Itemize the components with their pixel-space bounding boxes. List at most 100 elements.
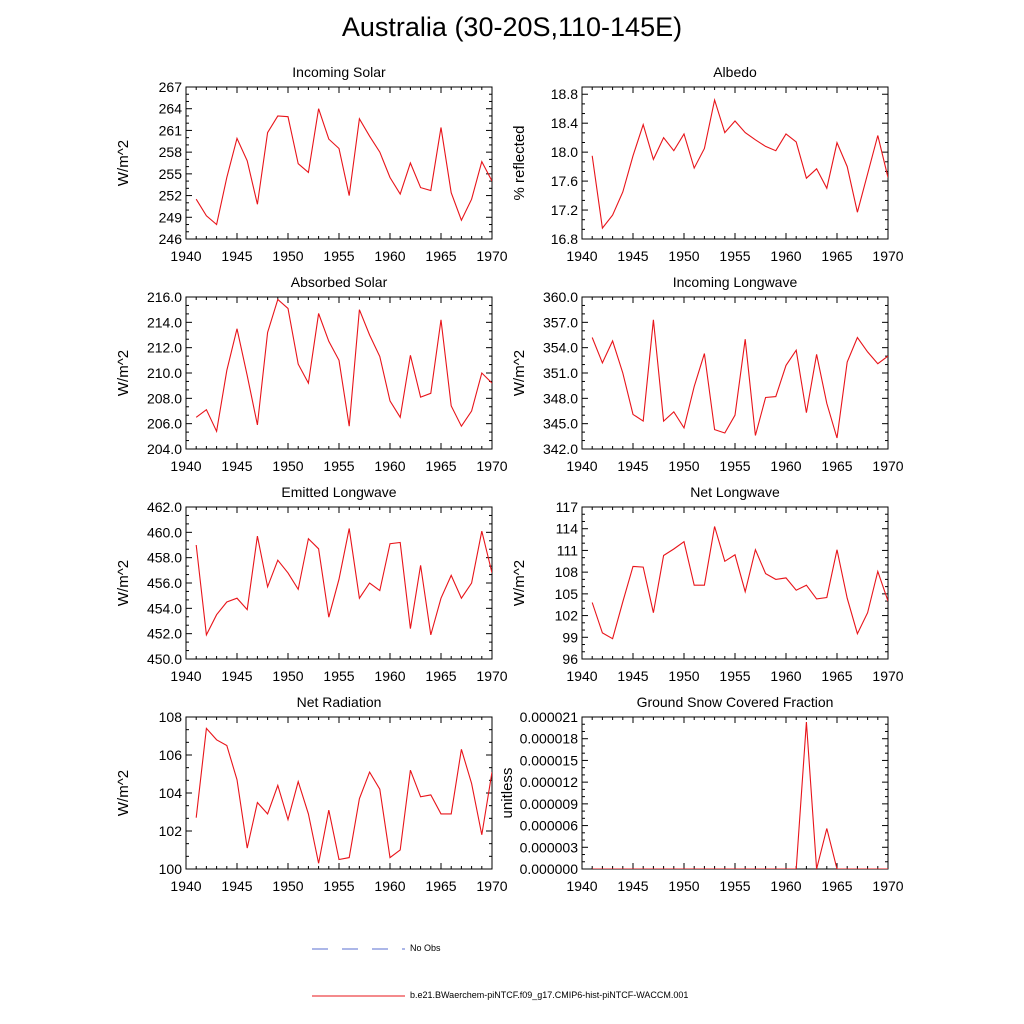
y-tick-label: 249 [159,209,183,225]
x-tick-label: 1945 [221,668,252,684]
x-tick-label: 1960 [374,878,405,894]
panel-5: 1940 1945 1950 1955 1960 1965 1970 450.0 452.0 45… [115,484,508,684]
y-tick-label: 17.2 [551,202,578,218]
y-tick-label: 212.0 [147,340,182,356]
y-tick-label: 108 [555,564,579,580]
x-tick-label: 1950 [272,878,303,894]
figure-title: Australia (30-20S,110-145E) [341,12,683,42]
x-tick-label: 1955 [323,458,354,474]
y-tick-label: 345.0 [543,416,578,432]
x-tick-label: 1940 [566,878,597,894]
panel-title: Incoming Longwave [673,274,798,290]
y-axis-label: % reflected [511,125,528,200]
y-tick-label: 452.0 [147,626,182,642]
x-tick-label: 1970 [872,458,903,474]
panel-title: Net Longwave [690,484,780,500]
x-tick-label: 1940 [566,458,597,474]
y-tick-label: 102 [159,823,183,839]
y-tick-label: 210.0 [147,365,182,381]
y-tick-label: 462.0 [147,499,182,515]
series-line [195,528,492,637]
y-tick-label: 17.6 [551,173,578,189]
x-tick-label: 1940 [170,458,201,474]
y-tick-label: 252 [159,188,183,204]
x-tick-label: 1970 [476,668,507,684]
y-axis-label: W/m^2 [115,560,132,606]
y-tick-label: 456.0 [147,575,182,591]
y-tick-label: 100 [159,861,183,877]
x-tick-label: 1940 [566,248,597,264]
y-tick-label: 460.0 [147,524,182,540]
y-tick-label: 16.8 [551,231,578,247]
plot-frame [185,716,493,870]
y-axis-label: unitless [499,768,516,819]
y-axis-label: W/m^2 [115,140,132,186]
x-tick-label: 1945 [221,248,252,264]
y-tick-label: 342.0 [543,441,578,457]
x-tick-label: 1960 [770,458,801,474]
panel-title: Albedo [713,64,757,80]
x-tick-label: 1965 [425,458,456,474]
x-tick-label: 1950 [272,248,303,264]
x-tick-label: 1950 [668,878,699,894]
y-tick-label: 0.000006 [520,818,579,834]
x-tick-label: 1950 [668,248,699,264]
legend-group [312,948,405,997]
x-tick-label: 1965 [425,878,456,894]
panels-group: 1940 1945 1950 1955 1960 1965 1970 246 249 252 255… [115,64,904,894]
y-tick-label: 117 [556,499,579,515]
plot-frame [581,716,889,870]
panel-title: Incoming Solar [292,64,386,80]
x-tick-label: 1960 [770,248,801,264]
plot-frame [581,86,889,240]
x-tick-label: 1960 [770,668,801,684]
y-tick-label: 351.0 [543,365,578,381]
x-tick-label: 1970 [476,878,507,894]
panel-3: 1940 1945 1950 1955 1960 1965 1970 204.0 206.0 20… [115,274,508,474]
x-tick-label: 1970 [476,458,507,474]
y-tick-label: 106 [159,747,183,763]
x-tick-label: 1940 [170,668,201,684]
x-tick-label: 1955 [719,878,750,894]
x-tick-label: 1950 [668,668,699,684]
series-line [195,298,492,434]
series-line [195,727,492,864]
y-tick-label: 258 [159,144,183,160]
y-tick-label: 0.000003 [520,839,579,855]
x-tick-label: 1970 [872,668,903,684]
x-tick-label: 1965 [821,248,852,264]
y-tick-label: 206.0 [147,416,182,432]
y-tick-label: 0.000018 [520,731,579,747]
x-tick-label: 1945 [221,458,252,474]
y-tick-label: 261 [159,122,183,138]
panel-title: Absorbed Solar [291,274,388,290]
y-tick-label: 18.8 [551,86,578,102]
x-tick-label: 1950 [272,668,303,684]
series-line [195,108,492,226]
x-tick-label: 1940 [566,668,597,684]
y-tick-label: 0.000012 [520,774,579,790]
panel-title: Ground Snow Covered Fraction [637,694,834,710]
y-tick-label: 0.000015 [520,752,579,768]
y-tick-label: 104 [159,785,183,801]
y-tick-label: 216.0 [147,289,182,305]
y-tick-label: 450.0 [147,651,182,667]
y-tick-label: 0.000000 [520,861,579,877]
x-tick-label: 1965 [425,668,456,684]
y-tick-label: 99 [562,629,578,645]
x-tick-label: 1955 [719,248,750,264]
x-tick-label: 1965 [821,458,852,474]
x-tick-label: 1945 [617,878,648,894]
panel-4: 1940 1945 1950 1955 1960 1965 1970 342.0 345.0 34… [511,274,904,474]
series-line [591,97,888,230]
x-tick-label: 1970 [476,248,507,264]
y-tick-label: 102 [555,608,579,624]
x-tick-label: 1955 [323,248,354,264]
y-tick-label: 214.0 [147,314,182,330]
y-tick-label: 354.0 [543,340,578,356]
x-tick-label: 1940 [170,248,201,264]
x-tick-label: 1945 [221,878,252,894]
x-tick-label: 1945 [617,458,648,474]
plot-frame [185,296,493,450]
